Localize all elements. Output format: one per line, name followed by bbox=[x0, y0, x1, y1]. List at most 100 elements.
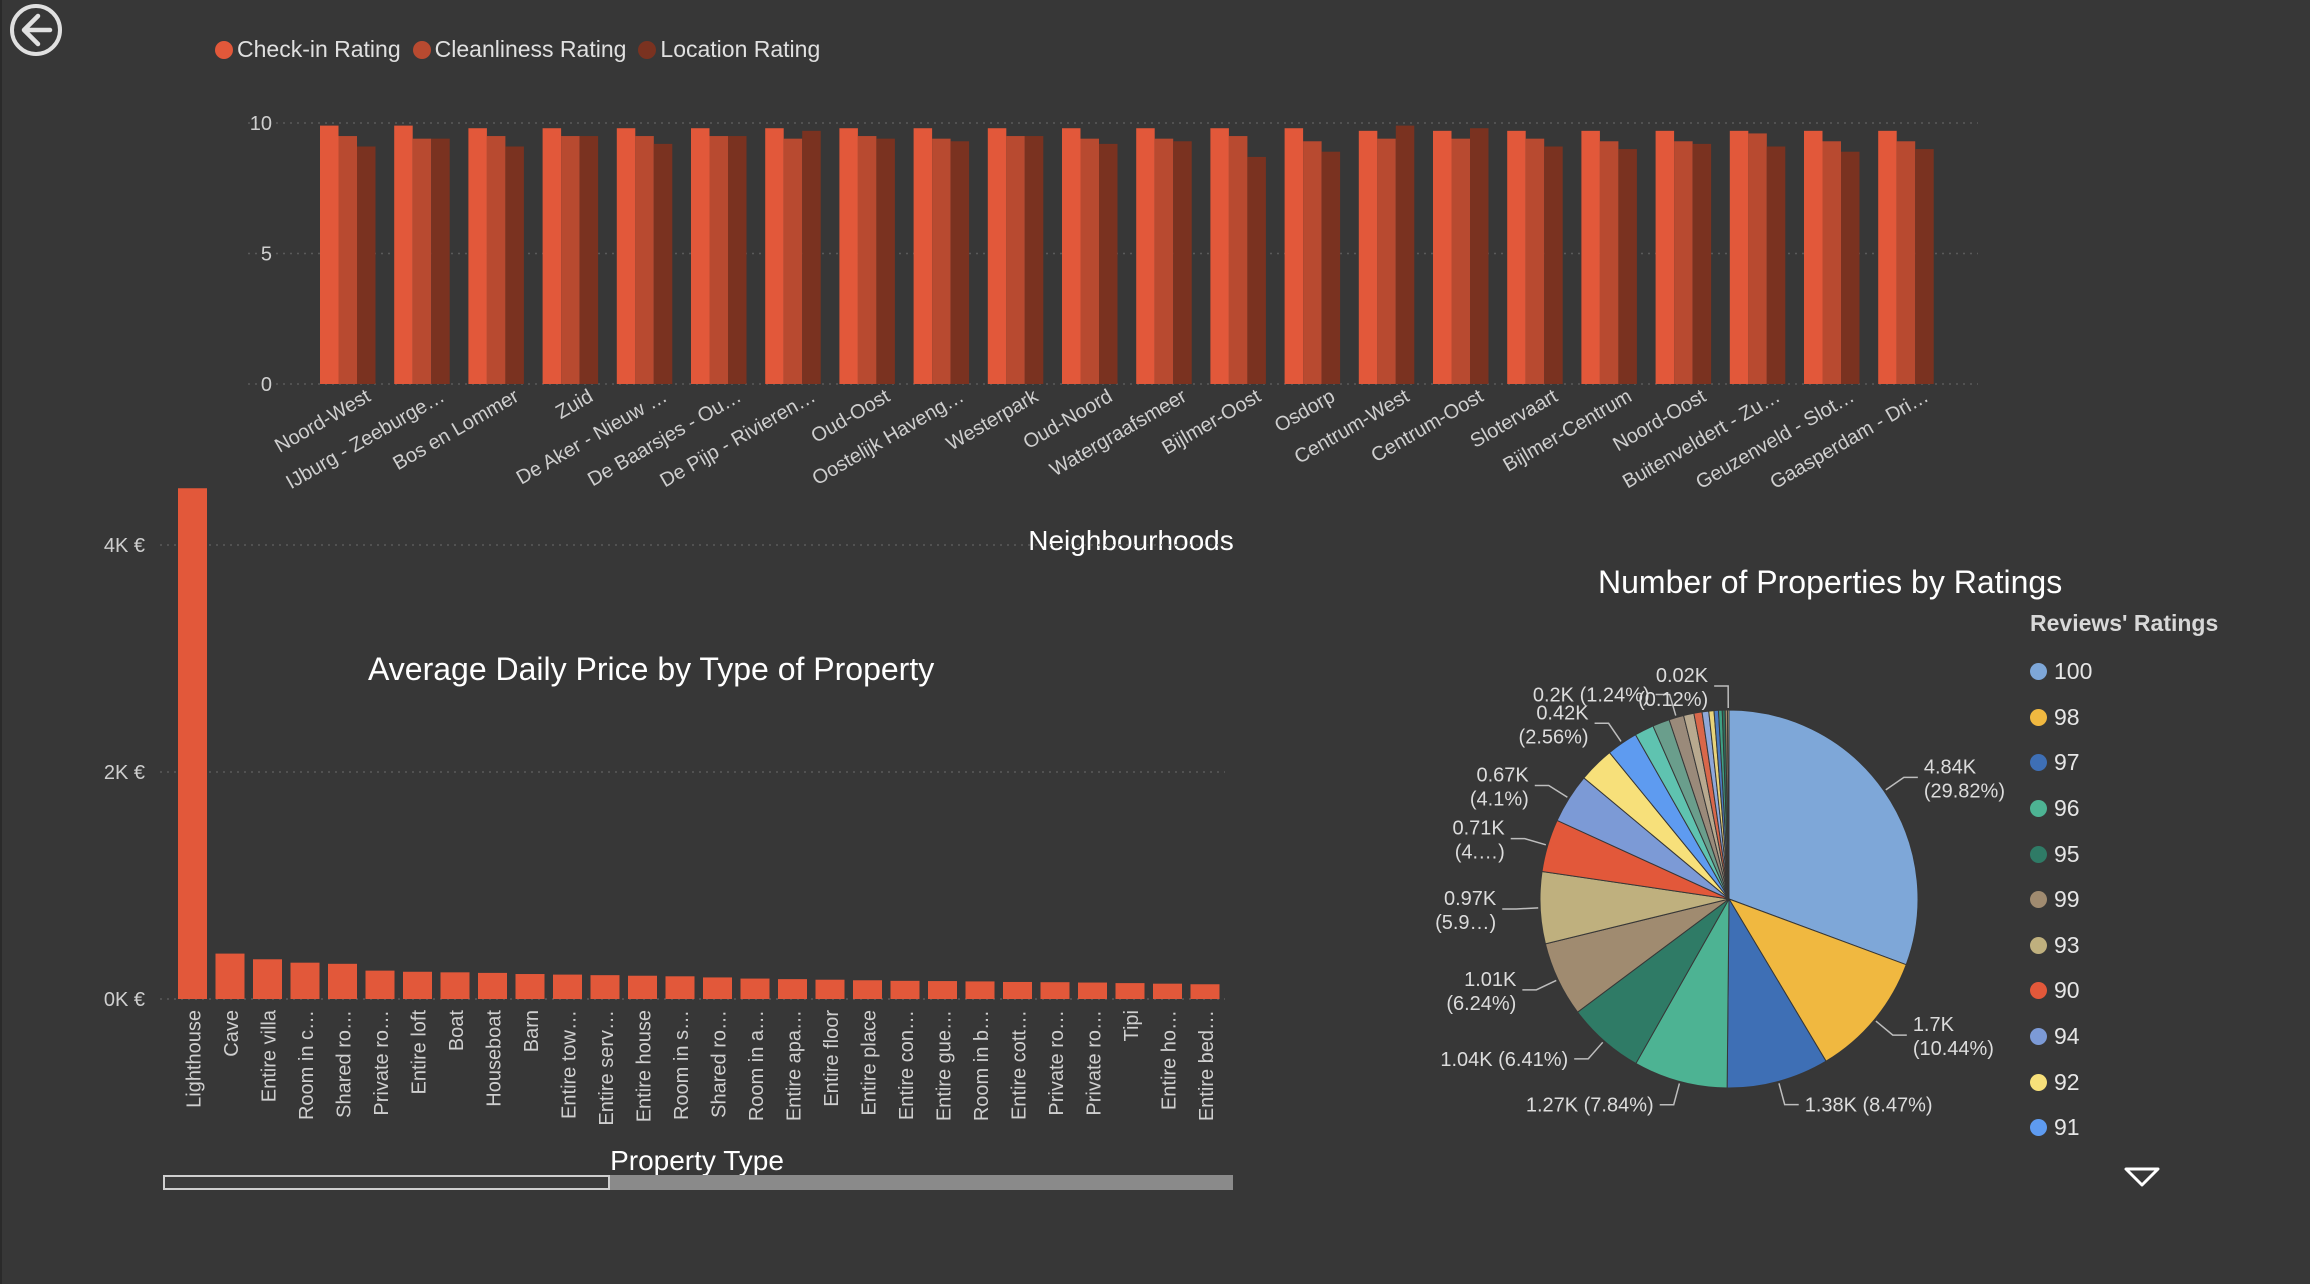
back-arrow-icon[interactable] bbox=[8, 2, 64, 58]
bar-location bbox=[876, 138, 895, 384]
bar-cleanliness bbox=[1674, 141, 1693, 384]
pie-legend: Reviews' Ratings 100 98 97 96 95 99 93 90 94 92 91 bbox=[2030, 610, 2218, 1151]
bar-checkin bbox=[1210, 128, 1229, 384]
pie-legend-item[interactable]: 94 bbox=[2030, 1014, 2218, 1060]
bar-checkin bbox=[1655, 130, 1675, 384]
legend-label: 91 bbox=[2054, 1114, 2080, 1141]
legend-label: 100 bbox=[2054, 658, 2093, 685]
legend-marker bbox=[2030, 663, 2047, 681]
legend-label: Location Rating bbox=[660, 36, 821, 62]
legend-label: 94 bbox=[2054, 1023, 2080, 1050]
bar-location bbox=[1247, 156, 1266, 384]
bar-checkin bbox=[1433, 130, 1452, 384]
legend-item-cleanliness[interactable]: Cleanliness Rating bbox=[412, 36, 627, 63]
price-chart-scrollbar-thumb[interactable] bbox=[163, 1175, 610, 1190]
legend-marker bbox=[638, 40, 657, 59]
pie-legend-title: Reviews' Ratings bbox=[2030, 610, 2219, 636]
pie-legend-item[interactable]: 91 bbox=[2030, 1105, 2218, 1151]
bar-location bbox=[728, 136, 747, 384]
bar-checkin bbox=[542, 128, 562, 384]
chevron-down-icon[interactable] bbox=[2122, 1165, 2162, 1189]
legend-item-checkin[interactable]: Check-in Rating bbox=[215, 36, 401, 63]
legend-label: 97 bbox=[2054, 749, 2080, 776]
bar-checkin bbox=[1804, 130, 1823, 384]
bar-cleanliness bbox=[1377, 138, 1396, 384]
legend-marker bbox=[2030, 1073, 2047, 1091]
bar-cleanliness bbox=[932, 138, 951, 384]
bar-cleanliness bbox=[486, 136, 506, 384]
legend-label: 90 bbox=[2054, 977, 2080, 1004]
bar-checkin bbox=[394, 125, 413, 385]
bar-cleanliness bbox=[338, 136, 357, 384]
bar-location bbox=[1395, 125, 1415, 385]
bar-cleanliness bbox=[1303, 141, 1322, 384]
legend-marker bbox=[2030, 754, 2047, 772]
bar-cleanliness bbox=[1006, 136, 1025, 384]
bar-checkin bbox=[616, 128, 636, 384]
bar-cleanliness bbox=[1748, 133, 1767, 384]
bar-location bbox=[653, 143, 673, 384]
bar-cleanliness bbox=[1228, 136, 1248, 384]
legend-label: 96 bbox=[2054, 795, 2080, 822]
bar-location bbox=[431, 138, 450, 384]
x-tick-label: Zuid bbox=[552, 385, 597, 424]
legend-marker bbox=[2030, 982, 2047, 1000]
bar-cleanliness bbox=[709, 136, 728, 384]
pie-legend-item[interactable]: 92 bbox=[2030, 1059, 2218, 1105]
bar-cleanliness bbox=[1451, 138, 1470, 384]
bar-location bbox=[1915, 149, 1934, 384]
bar-location bbox=[1692, 143, 1712, 384]
pie-legend-item[interactable]: 98 bbox=[2030, 695, 2218, 741]
bar-cleanliness bbox=[1896, 141, 1916, 384]
y-tick-label: 0 bbox=[261, 374, 272, 396]
pie-legend-item[interactable]: 90 bbox=[2030, 968, 2218, 1014]
x-axis-title: Neighbourhoods bbox=[1028, 525, 1234, 556]
bar-checkin bbox=[691, 128, 710, 384]
bar-checkin bbox=[320, 125, 339, 385]
bar-cleanliness bbox=[1154, 138, 1174, 384]
pie-legend-item[interactable]: 100 bbox=[2030, 649, 2218, 695]
legend-marker bbox=[2030, 800, 2047, 818]
y-tick-label: 10 bbox=[250, 113, 272, 135]
bar-location bbox=[802, 130, 821, 384]
legend-label: Cleanliness Rating bbox=[434, 36, 627, 62]
bar-location bbox=[1321, 151, 1341, 384]
legend-marker bbox=[2030, 845, 2047, 863]
legend-item-location[interactable]: Location Rating bbox=[638, 36, 820, 63]
pie-legend-item[interactable]: 93 bbox=[2030, 923, 2218, 969]
legend-label: 95 bbox=[2054, 840, 2080, 867]
bar-location bbox=[1470, 128, 1489, 384]
y-tick-label: 5 bbox=[261, 244, 272, 266]
bar-cleanliness bbox=[635, 136, 654, 384]
rating-legend: Check-in Rating Cleanliness Rating Locat… bbox=[215, 36, 820, 63]
bar-checkin bbox=[765, 128, 784, 384]
bar-location bbox=[1024, 136, 1044, 384]
bar-location bbox=[357, 146, 376, 384]
bar-cleanliness bbox=[1599, 141, 1619, 384]
bar-location bbox=[579, 136, 599, 384]
bar-cleanliness bbox=[783, 138, 803, 384]
legend-label: 99 bbox=[2054, 886, 2080, 913]
legend-label: 93 bbox=[2054, 931, 2080, 958]
bar-location bbox=[1173, 141, 1192, 384]
pie-legend-item[interactable]: 95 bbox=[2030, 831, 2218, 877]
x-tick-label: Bos en Lommer bbox=[389, 385, 523, 475]
legend-label: Check-in Rating bbox=[237, 36, 401, 62]
bar-cleanliness bbox=[412, 138, 432, 384]
bar-checkin bbox=[839, 128, 858, 384]
bar-checkin bbox=[913, 128, 933, 384]
pie-legend-item[interactable]: 99 bbox=[2030, 877, 2218, 923]
bar-location bbox=[1841, 151, 1860, 384]
bar-checkin bbox=[1878, 130, 1897, 384]
pie-legend-item[interactable]: 97 bbox=[2030, 740, 2218, 786]
legend-label: 98 bbox=[2054, 703, 2080, 730]
price-chart-title: Average Daily Price by Type of Property bbox=[368, 651, 935, 687]
bar-location bbox=[1544, 146, 1563, 384]
bar-location bbox=[1618, 149, 1637, 384]
bar-checkin bbox=[987, 128, 1007, 384]
x-tick-label: Bijlmer-Centrum bbox=[1500, 385, 1636, 476]
bar-checkin bbox=[1062, 128, 1081, 384]
pie-legend-items: 100 98 97 96 95 99 93 90 94 92 91 bbox=[2030, 649, 2218, 1151]
pie-legend-item[interactable]: 96 bbox=[2030, 786, 2218, 832]
